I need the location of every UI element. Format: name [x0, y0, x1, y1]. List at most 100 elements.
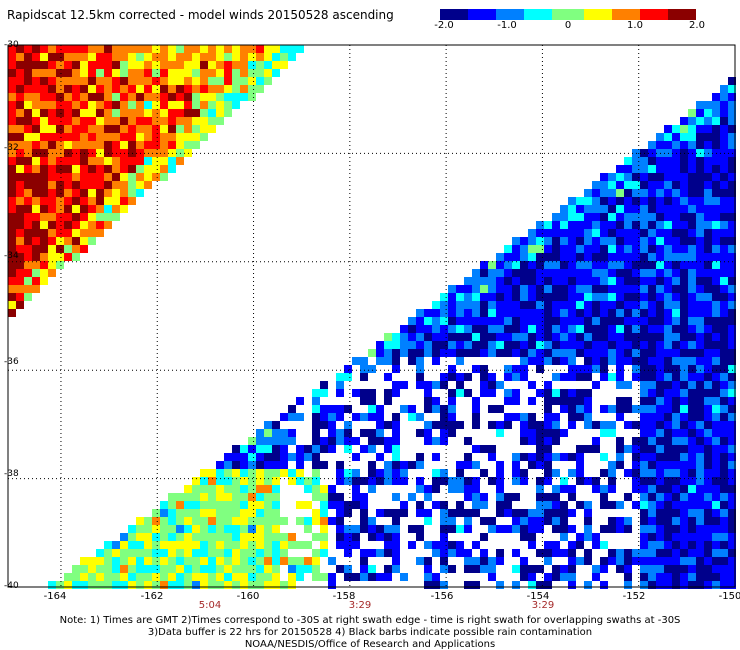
wind-cell [288, 53, 296, 61]
wind-cell [400, 349, 408, 357]
wind-cell [232, 77, 240, 85]
wind-cell [696, 205, 704, 213]
wind-cell [544, 245, 552, 253]
wind-cell [72, 109, 80, 117]
wind-cell [112, 117, 120, 125]
wind-cell [160, 525, 168, 533]
wind-cell [512, 301, 520, 309]
wind-cell [8, 77, 16, 85]
wind-cell [104, 117, 112, 125]
wind-cell [192, 85, 200, 93]
wind-cell [512, 365, 520, 373]
wind-cell [480, 277, 488, 285]
colorbar-tick-label: -1.0 [497, 20, 517, 31]
wind-cell [608, 429, 616, 437]
wind-cell [200, 469, 208, 477]
wind-cell [592, 325, 600, 333]
wind-cell [608, 237, 616, 245]
wind-cell [344, 541, 352, 549]
wind-cell [640, 509, 648, 517]
wind-cell [96, 549, 104, 557]
wind-cell [728, 125, 736, 133]
wind-cell [464, 309, 472, 317]
wind-cell [104, 581, 112, 589]
wind-cell [552, 237, 560, 245]
wind-cell [504, 333, 512, 341]
wind-cell [168, 573, 176, 581]
wind-cell [672, 581, 680, 589]
wind-cell [136, 69, 144, 77]
wind-cell [176, 557, 184, 565]
wind-cell [512, 453, 520, 461]
wind-cell [672, 461, 680, 469]
wind-cell [256, 477, 264, 485]
wind-cell [672, 221, 680, 229]
wind-cell [712, 461, 720, 469]
wind-cell [192, 541, 200, 549]
colorbar-segment [640, 9, 645, 20]
wind-cell [272, 445, 280, 453]
wind-cell [712, 253, 720, 261]
wind-cell [232, 85, 240, 93]
wind-cell [504, 309, 512, 317]
wind-cell [616, 189, 624, 197]
wind-cell [424, 405, 432, 413]
wind-cell [600, 421, 608, 429]
wind-cell [256, 549, 264, 557]
wind-cell [440, 429, 448, 437]
wind-cell [512, 261, 520, 269]
wind-cell [352, 477, 360, 485]
wind-cell [368, 525, 376, 533]
wind-cell [688, 293, 696, 301]
wind-cell [120, 573, 128, 581]
wind-cell [72, 213, 80, 221]
wind-cell [280, 45, 288, 53]
wind-cell [216, 541, 224, 549]
wind-cell [472, 509, 480, 517]
wind-cell [512, 341, 520, 349]
wind-cell [680, 357, 688, 365]
wind-cell [232, 517, 240, 525]
wind-cell [656, 461, 664, 469]
wind-cell [32, 261, 40, 269]
wind-cell [560, 213, 568, 221]
wind-cell [680, 341, 688, 349]
wind-cell [192, 53, 200, 61]
wind-cell [520, 245, 528, 253]
wind-cell [256, 437, 264, 445]
wind-cell [576, 405, 584, 413]
wind-cell [184, 53, 192, 61]
wind-cell [704, 133, 712, 141]
wind-cell [544, 349, 552, 357]
wind-cell [536, 517, 544, 525]
wind-cell [56, 69, 64, 77]
wind-cell [456, 381, 464, 389]
wind-cell [520, 293, 528, 301]
wind-cell [544, 517, 552, 525]
wind-cell [568, 453, 576, 461]
wind-cell [576, 413, 584, 421]
wind-cell [536, 501, 544, 509]
wind-cell [208, 109, 216, 117]
wind-cell [688, 549, 696, 557]
wind-cell [256, 573, 264, 581]
wind-cell [472, 413, 480, 421]
wind-cell [648, 357, 656, 365]
wind-cell [688, 301, 696, 309]
wind-cell [24, 157, 32, 165]
wind-cell [656, 213, 664, 221]
wind-cell [608, 261, 616, 269]
wind-cell [480, 373, 488, 381]
wind-cell [144, 53, 152, 61]
wind-cell [640, 341, 648, 349]
wind-cell [528, 229, 536, 237]
wind-cell [632, 365, 640, 373]
wind-cell [280, 461, 288, 469]
wind-cell [152, 549, 160, 557]
wind-cell [320, 525, 328, 533]
wind-cell [712, 165, 720, 173]
colorbar-segment [524, 9, 529, 20]
wind-cell [440, 325, 448, 333]
colorbar-segment [456, 9, 461, 20]
wind-cell [640, 333, 648, 341]
